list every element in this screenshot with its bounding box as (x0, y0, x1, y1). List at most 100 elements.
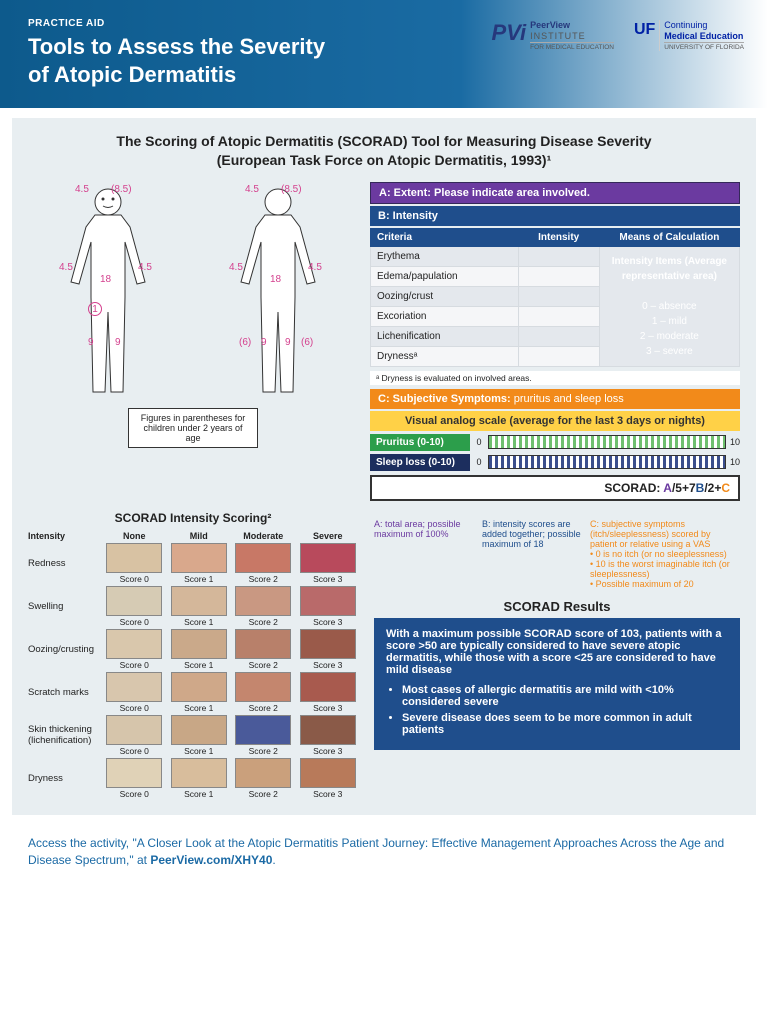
score-label: Score 2 (233, 745, 294, 756)
swatch-icon (235, 758, 291, 788)
explain-c: C: subjective symptoms (itch/sleeplessne… (590, 519, 740, 589)
swatch-icon (171, 543, 227, 573)
score-label: Score 1 (169, 616, 230, 627)
score-label: Score 1 (169, 745, 230, 756)
int-swatch-cell: Score 3 (298, 543, 359, 584)
swatch-icon (171, 629, 227, 659)
int-swatch-cell: Score 3 (298, 629, 359, 670)
uf-top: Continuing (664, 20, 744, 31)
int-swatch-cell: Score 2 (233, 586, 294, 627)
uf-bot: UNIVERSITY OF FLORIDA (664, 42, 744, 52)
score-label: Score 0 (104, 702, 165, 713)
int-rowlabel: Scratch marks (28, 687, 100, 698)
int-rowlabel: Oozing/crusting (28, 644, 100, 655)
criteria-table: Criteria Intensity Means of Calculation … (370, 228, 740, 367)
crit-row: Excoriation (371, 306, 519, 326)
swatch-icon (106, 586, 162, 616)
score-label: Score 2 (233, 616, 294, 627)
swatch-icon (106, 543, 162, 573)
int-swatch-cell: Score 0 (104, 715, 165, 756)
swatch-icon (171, 672, 227, 702)
int-rowlabel: Redness (28, 558, 100, 569)
int-rowlabel: Dryness (28, 773, 100, 784)
int-swatch-cell: Score 2 (233, 758, 294, 799)
score-label: Score 1 (169, 702, 230, 713)
int-swatch-cell: Score 0 (104, 758, 165, 799)
intensity-title: SCORAD Intensity Scoring² (28, 511, 358, 525)
lbl-arm-r: 4.5 (138, 262, 152, 273)
swatch-icon (235, 672, 291, 702)
vas-bar-icon (488, 435, 726, 449)
score-label: Score 2 (233, 788, 294, 799)
dryness-footnote: ᵃ Dryness is evaluated on involved areas… (370, 371, 740, 385)
swatch-icon (106, 629, 162, 659)
lbl-barm-l: 4.5 (229, 262, 243, 273)
score-label: Score 3 (298, 788, 359, 799)
int-swatch-cell: Score 0 (104, 586, 165, 627)
int-swatch-cell: Score 3 (298, 715, 359, 756)
lbl-bleg-pr: (6) (301, 337, 313, 348)
score-label: Score 0 (104, 788, 165, 799)
int-header: None (104, 531, 165, 541)
score-label: Score 3 (298, 573, 359, 584)
th-intensity: Intensity (518, 228, 599, 246)
score-label: Score 0 (104, 573, 165, 584)
th-criteria: Criteria (371, 228, 519, 246)
lbl-leg-r: 9 (115, 337, 121, 348)
int-swatch-cell: Score 1 (169, 543, 230, 584)
pvi-mark: PVi (492, 20, 527, 46)
score-label: Score 2 (233, 702, 294, 713)
header: PRACTICE AID Tools to Assess the Severit… (0, 0, 768, 108)
swatch-icon (235, 629, 291, 659)
swatch-icon (300, 715, 356, 745)
int-header: Mild (169, 531, 230, 541)
vas-max: 10 (730, 457, 740, 467)
scoring-panel: A: Extent: Please indicate area involved… (370, 182, 740, 501)
logos: PVi PeerView INSTITUTE FOR MEDICAL EDUCA… (492, 20, 744, 51)
logo-peerview: PVi PeerView INSTITUTE FOR MEDICAL EDUCA… (492, 20, 614, 51)
lbl-head-p: (8.5) (111, 184, 132, 195)
section-b-bar: B: Intensity (370, 206, 740, 226)
lbl-btrunk: 18 (270, 274, 281, 285)
swatch-icon (300, 629, 356, 659)
crit-row: Oozing/crust (371, 286, 519, 306)
score-label: Score 3 (298, 659, 359, 670)
vas-pruritus-label: Pruritus (0-10) (370, 434, 470, 451)
int-swatch-cell: Score 3 (298, 758, 359, 799)
results-title: SCORAD Results (374, 599, 740, 614)
lbl-barm-r: 4.5 (308, 262, 322, 273)
crit-row: Lichenification (371, 326, 519, 346)
int-swatch-cell: Score 2 (233, 672, 294, 713)
swatch-icon (235, 586, 291, 616)
uf-mark: UF (634, 20, 655, 39)
lbl-bleg-pl: (6) (239, 337, 251, 348)
score-label: Score 1 (169, 659, 230, 670)
crit-row: Edema/papulation (371, 266, 519, 286)
score-label: Score 0 (104, 616, 165, 627)
uf-mid: Medical Education (664, 31, 744, 42)
score-label: Score 3 (298, 745, 359, 756)
pvi-name: PeerView (530, 20, 614, 31)
score-label: Score 2 (233, 573, 294, 584)
swatch-icon (300, 758, 356, 788)
int-swatch-cell: Score 1 (169, 715, 230, 756)
swatch-icon (171, 715, 227, 745)
swatch-icon (300, 672, 356, 702)
swatch-icon (235, 715, 291, 745)
swatch-icon (300, 543, 356, 573)
section-c-bar: C: Subjective Symptoms: pruritus and sle… (370, 389, 740, 409)
crit-row: Erythema (371, 246, 519, 266)
int-swatch-cell: Score 2 (233, 629, 294, 670)
vas-sleep-label: Sleep loss (0-10) (370, 454, 470, 471)
footer: Access the activity, "A Closer Look at t… (0, 825, 768, 887)
crit-row: Drynessᵃ (371, 346, 519, 366)
right-bottom: A: total area; possible maximum of 100% … (374, 511, 740, 799)
swatch-icon (106, 715, 162, 745)
vas-max: 10 (730, 437, 740, 447)
int-swatch-cell: Score 3 (298, 586, 359, 627)
footer-link[interactable]: PeerView.com/XHY40 (150, 853, 272, 867)
scorad-formula: SCORAD: A/5+7B/2+C (370, 475, 740, 501)
score-label: Score 3 (298, 702, 359, 713)
swatch-icon (171, 758, 227, 788)
results-box: With a maximum possible SCORAD score of … (374, 618, 740, 750)
